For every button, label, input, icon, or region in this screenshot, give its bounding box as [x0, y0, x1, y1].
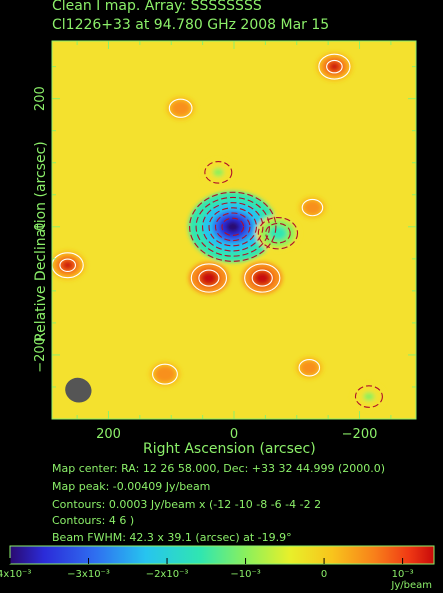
info-contours-2: Contours: 4 6 ) [52, 514, 135, 527]
map-blob-2-1 [212, 167, 224, 177]
x-tick-label-2: −200 [342, 427, 378, 442]
colorbar-tick-label-3: −10⁻³ [230, 569, 260, 580]
colorbar [9, 545, 435, 565]
y-tick-label-1: 0 [33, 223, 48, 231]
contour-0-0 [221, 217, 245, 236]
contour-7-1 [59, 258, 77, 273]
contour-11-0 [298, 359, 321, 377]
contour-0-5 [189, 191, 277, 262]
colorbar-tick-label-1: −3x10⁻³ [67, 569, 110, 580]
plot-title-array: Clean I map. Array: SSSSSSSS [52, 0, 262, 14]
x-axis-label: Right Ascension (arcsec) [143, 441, 316, 457]
beam-ellipse [65, 377, 92, 403]
info-contours-1: Contours: 0.0003 Jy/beam x (-12 -10 -8 -… [52, 498, 322, 511]
colorbar-tick-label-5: 10⁻³ [392, 569, 414, 580]
contour-4-0 [244, 263, 281, 293]
contour-6-0 [168, 98, 193, 118]
map-blob-8-1 [307, 203, 318, 212]
map-blob-5-1 [329, 62, 340, 71]
contour-4-1 [251, 269, 273, 287]
contour-5-0 [318, 53, 351, 80]
y-tick-label-2: −200 [33, 337, 48, 373]
contour-0-4 [195, 196, 270, 257]
contour-0-1 [214, 212, 251, 242]
colorbar-tick-label-4: 0 [321, 569, 327, 580]
map-blob-6-1 [175, 104, 186, 113]
map-blob-4-1 [258, 274, 267, 282]
contour-0-3 [201, 202, 264, 252]
info-map-peak: Map peak: -0.00409 Jy/beam [52, 480, 211, 493]
x-tick-label-1: 0 [230, 427, 238, 442]
map-blob-3-1 [204, 274, 213, 282]
info-beam-fwhm: Beam FWHM: 42.3 x 39.1 (arcsec) at -19.9… [52, 531, 292, 544]
map-blob-10-1 [159, 369, 171, 379]
contour-1-1 [257, 216, 299, 250]
contour-2-0 [204, 161, 233, 184]
contour-8-0 [301, 198, 324, 217]
contour-0-2 [208, 207, 258, 247]
contour-3-0 [190, 263, 228, 293]
colorbar-tick-label-2: −2x10⁻³ [146, 569, 189, 580]
map-blob-9-1 [363, 392, 375, 402]
contour-3-1 [198, 269, 220, 287]
contour-9-0 [354, 385, 383, 408]
contour-5-1 [326, 59, 343, 74]
x-tick-label-0: 200 [96, 427, 121, 442]
map-blob-11-1 [304, 364, 314, 372]
colorbar-tick-label-0: −4x10⁻³ [0, 569, 31, 580]
contour-10-0 [152, 363, 178, 385]
map-blob-7-1 [63, 261, 73, 269]
colorbar-unit-label: Jy/beam [390, 580, 432, 591]
info-map-center: Map center: RA: 12 26 58.000, Dec: +33 3… [52, 462, 386, 475]
y-tick-label-0: 200 [33, 86, 48, 111]
map-blob-1-1 [273, 229, 283, 237]
y-axis-label: Relative Declination (arcsec) [33, 141, 49, 342]
plot-title-source: Cl1226+33 at 94.780 GHz 2008 Mar 15 [52, 17, 330, 33]
contour-1-0 [265, 222, 291, 244]
map-blob-0-1 [229, 224, 237, 230]
